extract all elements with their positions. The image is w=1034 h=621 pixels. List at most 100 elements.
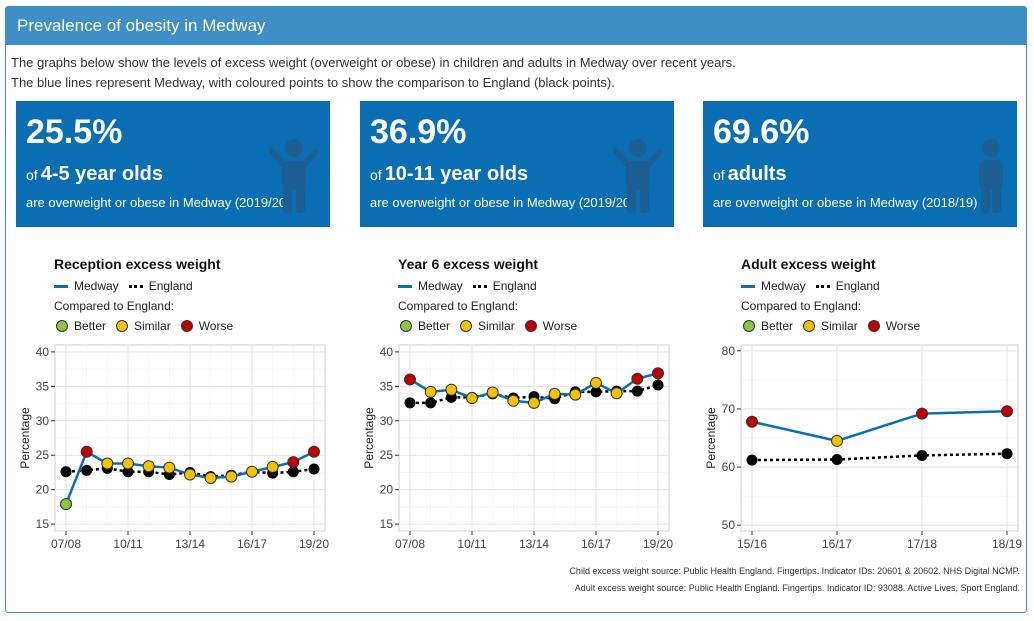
legend-worse: Worse xyxy=(542,319,578,333)
medway-point-similar xyxy=(184,468,196,481)
worse-dot xyxy=(867,320,880,332)
y-tick-label: 80 xyxy=(722,344,736,358)
england-point xyxy=(122,466,134,478)
medway-point-similar xyxy=(445,383,458,396)
kpi-subtitle: are overweight or obese in Medway (2019/… xyxy=(370,195,635,210)
x-tick-label: 16/17 xyxy=(237,537,267,551)
x-tick-label: 19/20 xyxy=(299,537,329,551)
x-tick-label: 13/14 xyxy=(519,537,549,551)
legend-similar: Similar xyxy=(821,319,858,333)
y-axis-label: Percentage xyxy=(18,407,32,469)
england-point xyxy=(60,466,72,478)
source-child: Child excess weight source: Public Healt… xyxy=(569,566,1020,576)
better-dot xyxy=(56,320,68,332)
legend-similar: Similar xyxy=(478,319,515,333)
medway-point-worse xyxy=(1001,405,1013,418)
y-tick-label: 15 xyxy=(36,517,50,531)
legend-comparison: Better Similar Worse xyxy=(400,319,587,333)
legend-lines: Medway England xyxy=(54,279,203,293)
y-tick-label: 35 xyxy=(36,379,50,393)
y-axis-label: Percentage xyxy=(704,407,718,469)
medway-point-worse xyxy=(287,456,300,469)
medway-point-worse xyxy=(916,407,928,420)
intro-line-2: The blue lines represent Medway, with co… xyxy=(11,75,615,90)
adult-person-icon xyxy=(979,139,1003,213)
kpi-adults: 69.6% of adults are overweight or obese i… xyxy=(703,101,1017,227)
england-line-swatch xyxy=(128,284,143,288)
y-tick-label: 35 xyxy=(380,379,394,393)
y-tick-label: 25 xyxy=(36,448,50,462)
medway-point-similar xyxy=(163,461,176,474)
kpi-value: 25.5% xyxy=(26,113,123,151)
legend-medway: Medway xyxy=(74,279,119,293)
kpi-group: 4-5 year olds xyxy=(40,163,163,185)
legend-better: Better xyxy=(761,319,794,333)
better-dot xyxy=(400,320,412,332)
england-point xyxy=(308,463,320,475)
england-point xyxy=(287,466,299,478)
legend-comparison: Better Similar Worse xyxy=(56,319,243,333)
kpi-of: of xyxy=(26,167,38,183)
medway-point-similar xyxy=(507,394,520,407)
england-point xyxy=(916,449,928,461)
x-tick-label: 17/18 xyxy=(907,537,937,551)
chart-title-adult: Adult excess weight xyxy=(741,256,876,272)
medway-point-similar xyxy=(204,471,217,484)
england-point xyxy=(652,379,664,391)
legend-comparison: Better Similar Worse xyxy=(743,319,930,333)
legend-similar: Similar xyxy=(134,319,171,333)
legend-compared-label: Compared to England: xyxy=(54,299,175,313)
kpi-year6: 36.9% of 10-11 year olds are overweight o… xyxy=(360,101,674,227)
y-tick-label: 60 xyxy=(722,460,736,474)
intro-text: The graphs below show the levels of exce… xyxy=(11,53,736,93)
medway-point-worse xyxy=(80,445,93,458)
child-arms-up-icon xyxy=(613,139,663,213)
x-tick-label: 19/20 xyxy=(643,537,673,551)
kpi-of: of xyxy=(713,167,725,183)
medway-point-similar xyxy=(831,434,843,447)
y-tick-label: 20 xyxy=(380,483,394,497)
medway-point-similar xyxy=(225,470,238,483)
england-point xyxy=(81,464,93,476)
y-tick-label: 70 xyxy=(722,402,736,416)
x-tick-label: 10/11 xyxy=(457,537,486,551)
kpi-value: 69.6% xyxy=(713,113,810,151)
chart-title-reception: Reception excess weight xyxy=(54,256,221,272)
x-tick-label: 18/19 xyxy=(992,537,1022,551)
chart-title-year6: Year 6 excess weight xyxy=(398,256,539,272)
kpi-group: 10-11 year olds xyxy=(384,163,529,185)
worse-dot xyxy=(180,320,193,332)
medway-point-similar xyxy=(548,387,561,400)
legend-better: Better xyxy=(418,319,451,333)
england-point xyxy=(831,454,843,466)
medway-line-swatch xyxy=(398,284,412,288)
better-dot xyxy=(743,320,755,332)
y-axis-label: Percentage xyxy=(362,407,376,469)
medway-point-better xyxy=(60,498,72,511)
x-tick-label: 16/17 xyxy=(822,537,852,551)
medway-point-similar xyxy=(486,386,499,399)
x-tick-label: 15/16 xyxy=(737,537,767,551)
england-point xyxy=(425,397,437,409)
y-tick-label: 25 xyxy=(380,448,394,462)
legend-worse: Worse xyxy=(198,319,234,333)
england-point xyxy=(1001,448,1013,460)
intro-line-1: The graphs below show the levels of exce… xyxy=(11,55,736,70)
kpi-reception: 25.5% of 4-5 year olds are overweight or … xyxy=(16,101,330,227)
legend-lines: Medway England xyxy=(741,279,890,293)
worse-dot xyxy=(524,320,537,332)
medway-point-similar xyxy=(101,457,114,470)
england-point xyxy=(404,397,416,409)
medway-point-similar xyxy=(246,465,258,478)
medway-point-similar xyxy=(266,460,279,473)
medway-point-similar xyxy=(122,457,134,470)
legend-lines: Medway England xyxy=(398,279,547,293)
england-point xyxy=(746,454,758,466)
x-tick-label: 07/08 xyxy=(51,537,81,551)
medway-point-similar xyxy=(466,392,478,405)
legend-england: England xyxy=(148,279,193,293)
medway-point-similar xyxy=(590,376,602,389)
medway-point-worse xyxy=(631,372,644,385)
x-tick-label: 10/11 xyxy=(113,537,142,551)
